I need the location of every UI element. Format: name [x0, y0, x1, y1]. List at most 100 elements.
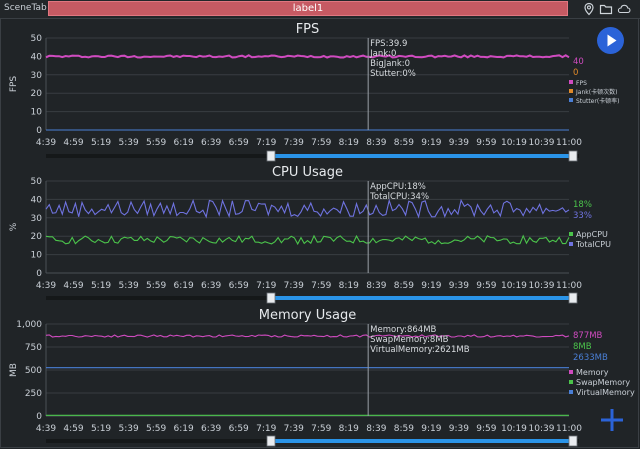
label-tab[interactable]: label1	[48, 1, 568, 16]
current-value-label: 877MB	[573, 331, 603, 341]
legend-swatch	[569, 232, 573, 236]
legend-swatch	[569, 370, 573, 374]
location-pin-icon[interactable]	[582, 2, 596, 16]
x-tick-label: 5:39	[118, 281, 138, 291]
tooltip-text: VirtualMemory:2621MB	[370, 345, 470, 355]
chart-title: CPU Usage	[272, 165, 343, 180]
y-tick-label: 0	[36, 126, 42, 136]
tooltip-text: FPS:39.9	[370, 39, 407, 49]
y-tick-label: 1,000	[16, 320, 42, 330]
x-tick-label: 7:19	[256, 281, 276, 291]
x-tick-label: 8:19	[339, 281, 359, 291]
top-bar: SceneTab label1	[0, 0, 640, 19]
legend-label: TotalCPU	[575, 240, 611, 249]
x-tick-label: 7:19	[256, 138, 276, 148]
tooltip-text: SwapMemory:8MB	[370, 335, 449, 345]
time-scrollbar-range[interactable]	[271, 296, 569, 300]
x-tick-label: 11:00	[556, 138, 582, 148]
y-tick-label: 50	[31, 34, 43, 44]
x-tick-label: 9:59	[476, 138, 496, 148]
x-tick-label: 10:39	[529, 424, 555, 434]
x-tick-label: 7:39	[284, 138, 304, 148]
tooltip-text: Stutter:0%	[370, 69, 416, 79]
y-tick-label: 30	[31, 214, 43, 224]
x-tick-label: 6:59	[229, 138, 249, 148]
x-tick-label: 8:59	[394, 138, 414, 148]
x-tick-label: 6:39	[201, 138, 221, 148]
chart-title: FPS	[296, 22, 320, 37]
y-axis-label: %	[9, 222, 19, 231]
range-end-handle[interactable]	[568, 292, 578, 304]
x-tick-label: 7:39	[284, 424, 304, 434]
x-tick-label: 9:59	[476, 424, 496, 434]
legend-swatch	[569, 89, 573, 93]
current-value-label: 8MB	[573, 342, 592, 352]
legend-label: Memory	[576, 368, 609, 377]
x-tick-label: 4:39	[36, 281, 56, 291]
x-tick-label: 10:39	[529, 281, 555, 291]
y-tick-label: 0	[36, 412, 42, 422]
range-start-handle[interactable]	[266, 435, 276, 447]
x-tick-label: 7:59	[311, 138, 331, 148]
folder-icon[interactable]	[599, 2, 613, 16]
y-tick-label: 30	[31, 71, 43, 81]
time-scrollbar-range[interactable]	[271, 154, 569, 158]
y-tick-label: 500	[25, 366, 42, 376]
x-tick-label: 4:59	[63, 281, 83, 291]
x-tick-label: 11:00	[556, 424, 582, 434]
play-button[interactable]	[597, 27, 624, 54]
cloud-icon[interactable]	[617, 2, 631, 16]
x-tick-label: 6:19	[174, 138, 194, 148]
legend-swatch	[569, 98, 573, 102]
series-line-memory	[45, 334, 570, 338]
tooltip-text: Memory:864MB	[370, 325, 436, 335]
legend-swatch	[569, 242, 573, 246]
current-value-label: 33%	[573, 211, 592, 221]
x-tick-label: 4:39	[36, 138, 56, 148]
scene-tab[interactable]: SceneTab	[4, 3, 47, 13]
x-tick-label: 8:59	[394, 281, 414, 291]
x-tick-label: 6:59	[229, 281, 249, 291]
range-end-handle[interactable]	[568, 150, 578, 162]
legend-label: Jank(卡顿次数)	[575, 88, 617, 96]
legend-label: FPS	[576, 80, 587, 87]
y-axis-label: MB	[9, 363, 19, 377]
x-tick-label: 8:39	[366, 138, 386, 148]
y-tick-label: 10	[31, 251, 43, 261]
add-button[interactable]	[600, 408, 624, 432]
range-start-handle[interactable]	[266, 292, 276, 304]
x-tick-label: 10:19	[501, 138, 527, 148]
x-tick-label: 10:19	[501, 424, 527, 434]
current-value-label: 18%	[573, 200, 592, 210]
chart-title: Memory Usage	[259, 308, 357, 323]
content-frame	[0, 18, 639, 448]
tooltip-text: BigJank:0	[370, 59, 410, 69]
y-tick-label: 50	[31, 177, 43, 187]
x-tick-label: 4:39	[36, 424, 56, 434]
time-scrollbar-range[interactable]	[271, 439, 569, 443]
legend-label: AppCPU	[576, 230, 608, 239]
x-tick-label: 11:00	[556, 281, 582, 291]
legend-swatch	[569, 390, 573, 394]
tooltip-text: AppCPU:18%	[370, 182, 426, 192]
x-tick-label: 9:39	[449, 281, 469, 291]
x-tick-label: 9:19	[421, 138, 441, 148]
series-line-totalcpu	[45, 198, 570, 219]
range-start-handle[interactable]	[266, 150, 276, 162]
x-tick-label: 5:39	[118, 424, 138, 434]
plus-icon	[601, 409, 623, 431]
y-tick-label: 20	[31, 232, 43, 242]
x-tick-label: 5:59	[146, 138, 166, 148]
y-tick-label: 750	[25, 343, 42, 353]
x-tick-label: 5:19	[91, 424, 111, 434]
x-tick-label: 5:19	[91, 281, 111, 291]
y-tick-label: 0	[36, 269, 42, 279]
x-tick-label: 10:19	[501, 281, 527, 291]
legend-label: Stutter(卡顿率)	[576, 97, 620, 105]
range-end-handle[interactable]	[568, 435, 578, 447]
series-line-appcpu	[45, 234, 570, 246]
x-tick-label: 9:19	[421, 281, 441, 291]
x-tick-label: 9:39	[449, 424, 469, 434]
x-tick-label: 10:39	[529, 138, 555, 148]
